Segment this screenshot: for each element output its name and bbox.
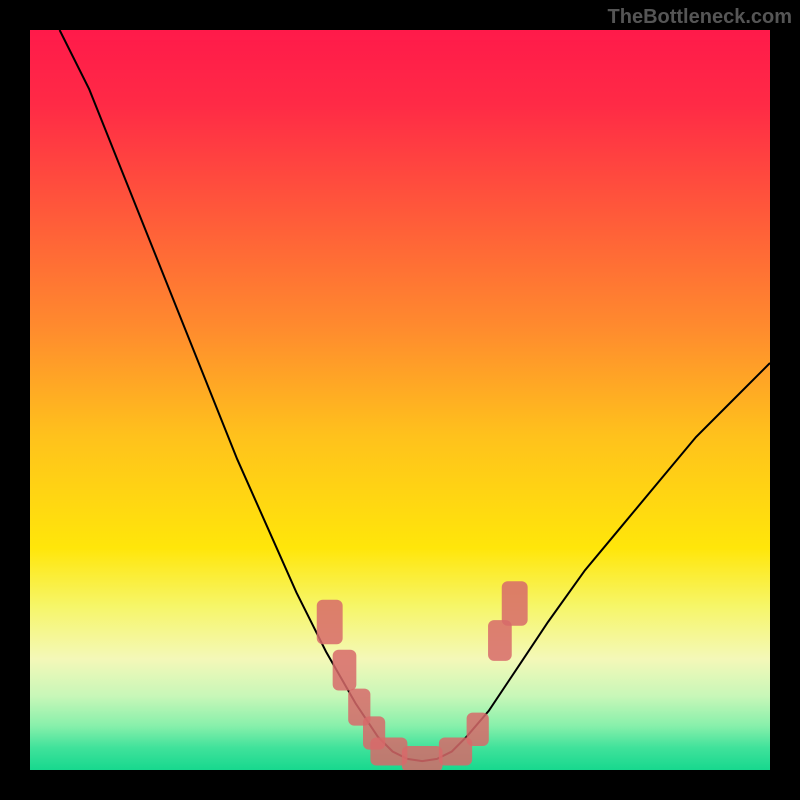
highlight-marker — [467, 713, 489, 746]
highlight-marker — [402, 746, 443, 770]
plot-area — [30, 30, 770, 770]
highlight-marker — [317, 600, 343, 644]
chart-container: TheBottleneck.com — [0, 0, 800, 800]
watermark-text: TheBottleneck.com — [608, 6, 792, 29]
highlight-marker — [502, 581, 528, 625]
gradient-background — [30, 30, 770, 770]
plot-svg — [30, 30, 770, 770]
highlight-marker — [333, 650, 357, 691]
highlight-marker — [488, 620, 512, 661]
